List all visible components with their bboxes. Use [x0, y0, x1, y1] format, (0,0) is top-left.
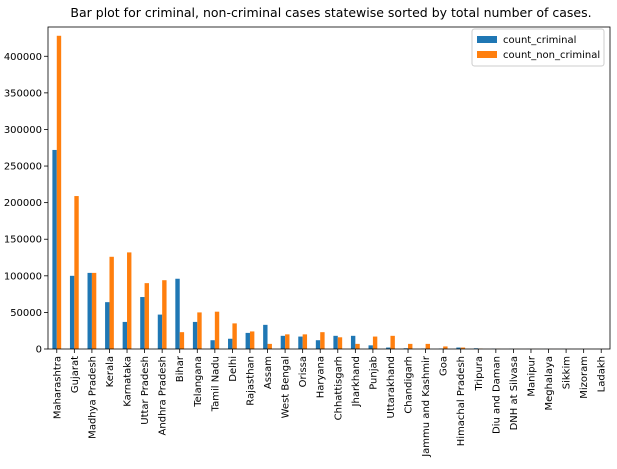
- x-tick-label-15: Haryana: [316, 356, 327, 398]
- legend: count_criminal count_non_criminal: [472, 29, 604, 66]
- bar-count_criminal-16: [333, 336, 337, 349]
- x-tick-label-5: Uttar Pradesh: [140, 356, 151, 425]
- bars-group: [52, 36, 605, 349]
- x-tick-label-21: Jammu and Kashmir: [421, 355, 432, 458]
- bar-count_non_criminal-5: [145, 283, 149, 349]
- bar-count_criminal-10: [228, 339, 232, 349]
- bar-count_criminal-2: [88, 273, 92, 349]
- x-tick-label-18: Punjab: [368, 356, 379, 390]
- x-tick-label-27: Manipur: [526, 355, 537, 397]
- y-tick-label-3: 150000: [4, 235, 42, 246]
- bar-count_non_criminal-10: [232, 323, 236, 349]
- y-tick-label-8: 400000: [4, 52, 42, 63]
- x-tick-label-17: Jharkhand: [351, 356, 362, 407]
- x-tick-label-13: West Bengal: [281, 356, 292, 418]
- y-tick-label-6: 300000: [4, 125, 42, 136]
- x-tick-label-7: Bihar: [175, 355, 186, 382]
- bar-count_non_criminal-7: [180, 332, 184, 349]
- bar-count_non_criminal-3: [109, 257, 113, 349]
- bar-count_non_criminal-11: [250, 331, 254, 349]
- chart-title: Bar plot for criminal, non-criminal case…: [70, 5, 591, 20]
- x-tick-label-12: Assam: [263, 356, 274, 389]
- bar-count_non_criminal-1: [74, 196, 78, 349]
- x-tick-label-8: Telangana: [193, 356, 204, 408]
- bar-count_non_criminal-12: [268, 344, 272, 349]
- x-tick-label-23: Himachal Pradesh: [456, 356, 467, 446]
- bar-count_non_criminal-21: [426, 344, 430, 349]
- legend-label-count_non_criminal: count_non_criminal: [503, 50, 600, 61]
- x-tick-label-28: Meghalaya: [544, 356, 555, 411]
- y-tick-label-0: 0: [36, 345, 42, 356]
- y-tick-label-4: 200000: [4, 198, 42, 209]
- bar-count_criminal-14: [298, 337, 302, 349]
- legend-label-count_criminal: count_criminal: [503, 35, 576, 46]
- bar-count_criminal-18: [369, 345, 373, 349]
- x-tick-label-20: Chandigarh: [404, 356, 415, 414]
- y-tick-label-2: 100000: [4, 271, 42, 282]
- bar-count_non_criminal-2: [92, 273, 96, 349]
- bar-count_non_criminal-4: [127, 252, 131, 349]
- x-tick-label-1: Gujarat: [70, 356, 81, 393]
- x-tick-label-11: Rajasthan: [245, 356, 256, 406]
- bar-count_criminal-3: [105, 302, 109, 349]
- x-tick-label-0: Maharashtra: [52, 356, 63, 419]
- x-axis: Maharashtra Gujarat Madhya Pradesh Kerala Ka…: [52, 349, 607, 458]
- x-tick-label-24: Tripura: [474, 356, 485, 391]
- bar-count_non_criminal-9: [215, 312, 219, 349]
- x-tick-label-2: Madhya Pradesh: [87, 356, 98, 439]
- bar-count_criminal-8: [193, 322, 197, 349]
- bar-count_criminal-7: [175, 279, 179, 349]
- x-tick-label-31: Ladakh: [597, 356, 608, 392]
- bar-count_criminal-17: [351, 336, 355, 349]
- x-tick-label-25: Diu and Daman: [491, 356, 502, 434]
- y-tick-label-1: 50000: [10, 308, 42, 319]
- y-axis: 0 50000 100000 150000 200000 250000 300000 3500…: [4, 52, 48, 356]
- bar-count_criminal-6: [158, 315, 162, 349]
- x-tick-label-10: Delhi: [228, 356, 239, 382]
- bar-count_non_criminal-6: [162, 280, 166, 349]
- x-tick-label-30: Mizoram: [579, 356, 590, 399]
- x-tick-label-16: Chhattisgarh: [333, 356, 344, 420]
- bar-count_non_criminal-14: [303, 334, 307, 349]
- bar-count_criminal-0: [52, 150, 56, 349]
- x-tick-label-6: Andhra Pradesh: [158, 356, 169, 435]
- bar-count_non_criminal-16: [338, 337, 342, 349]
- bar-count_criminal-9: [210, 340, 214, 349]
- x-tick-label-26: DNH at Silvasa: [509, 356, 520, 430]
- x-tick-label-4: Karnataka: [123, 356, 134, 407]
- bar-count_non_criminal-15: [320, 332, 324, 349]
- x-tick-label-29: Sikkim: [562, 356, 573, 389]
- bar-count_criminal-12: [263, 325, 267, 349]
- plot-frame: [48, 27, 610, 349]
- x-tick-label-9: Tamil Nadu: [210, 356, 221, 412]
- y-tick-label-7: 350000: [4, 88, 42, 99]
- legend-swatch-count_criminal: [477, 36, 497, 43]
- bar-count_criminal-4: [123, 322, 127, 349]
- bar-count_criminal-15: [316, 340, 320, 349]
- bar-count_non_criminal-13: [285, 334, 289, 349]
- x-tick-label-22: Goa: [439, 356, 450, 376]
- bar-count_non_criminal-20: [408, 344, 412, 349]
- bar-count_non_criminal-19: [390, 336, 394, 349]
- bar-count_criminal-1: [70, 276, 74, 349]
- x-tick-label-3: Kerala: [105, 356, 116, 387]
- bar-count_criminal-5: [140, 297, 144, 349]
- bar-count_criminal-13: [281, 336, 285, 349]
- x-tick-label-19: Uttarakhand: [386, 356, 397, 418]
- y-tick-label-5: 250000: [4, 162, 42, 173]
- bar-count_non_criminal-17: [355, 344, 359, 349]
- bar-count_criminal-11: [246, 333, 250, 349]
- bar-count_non_criminal-18: [373, 337, 377, 349]
- legend-swatch-count_non_criminal: [477, 51, 497, 58]
- bar-count_non_criminal-8: [197, 312, 201, 349]
- bar-count_non_criminal-0: [57, 36, 61, 349]
- x-tick-label-14: Orissa: [298, 356, 309, 387]
